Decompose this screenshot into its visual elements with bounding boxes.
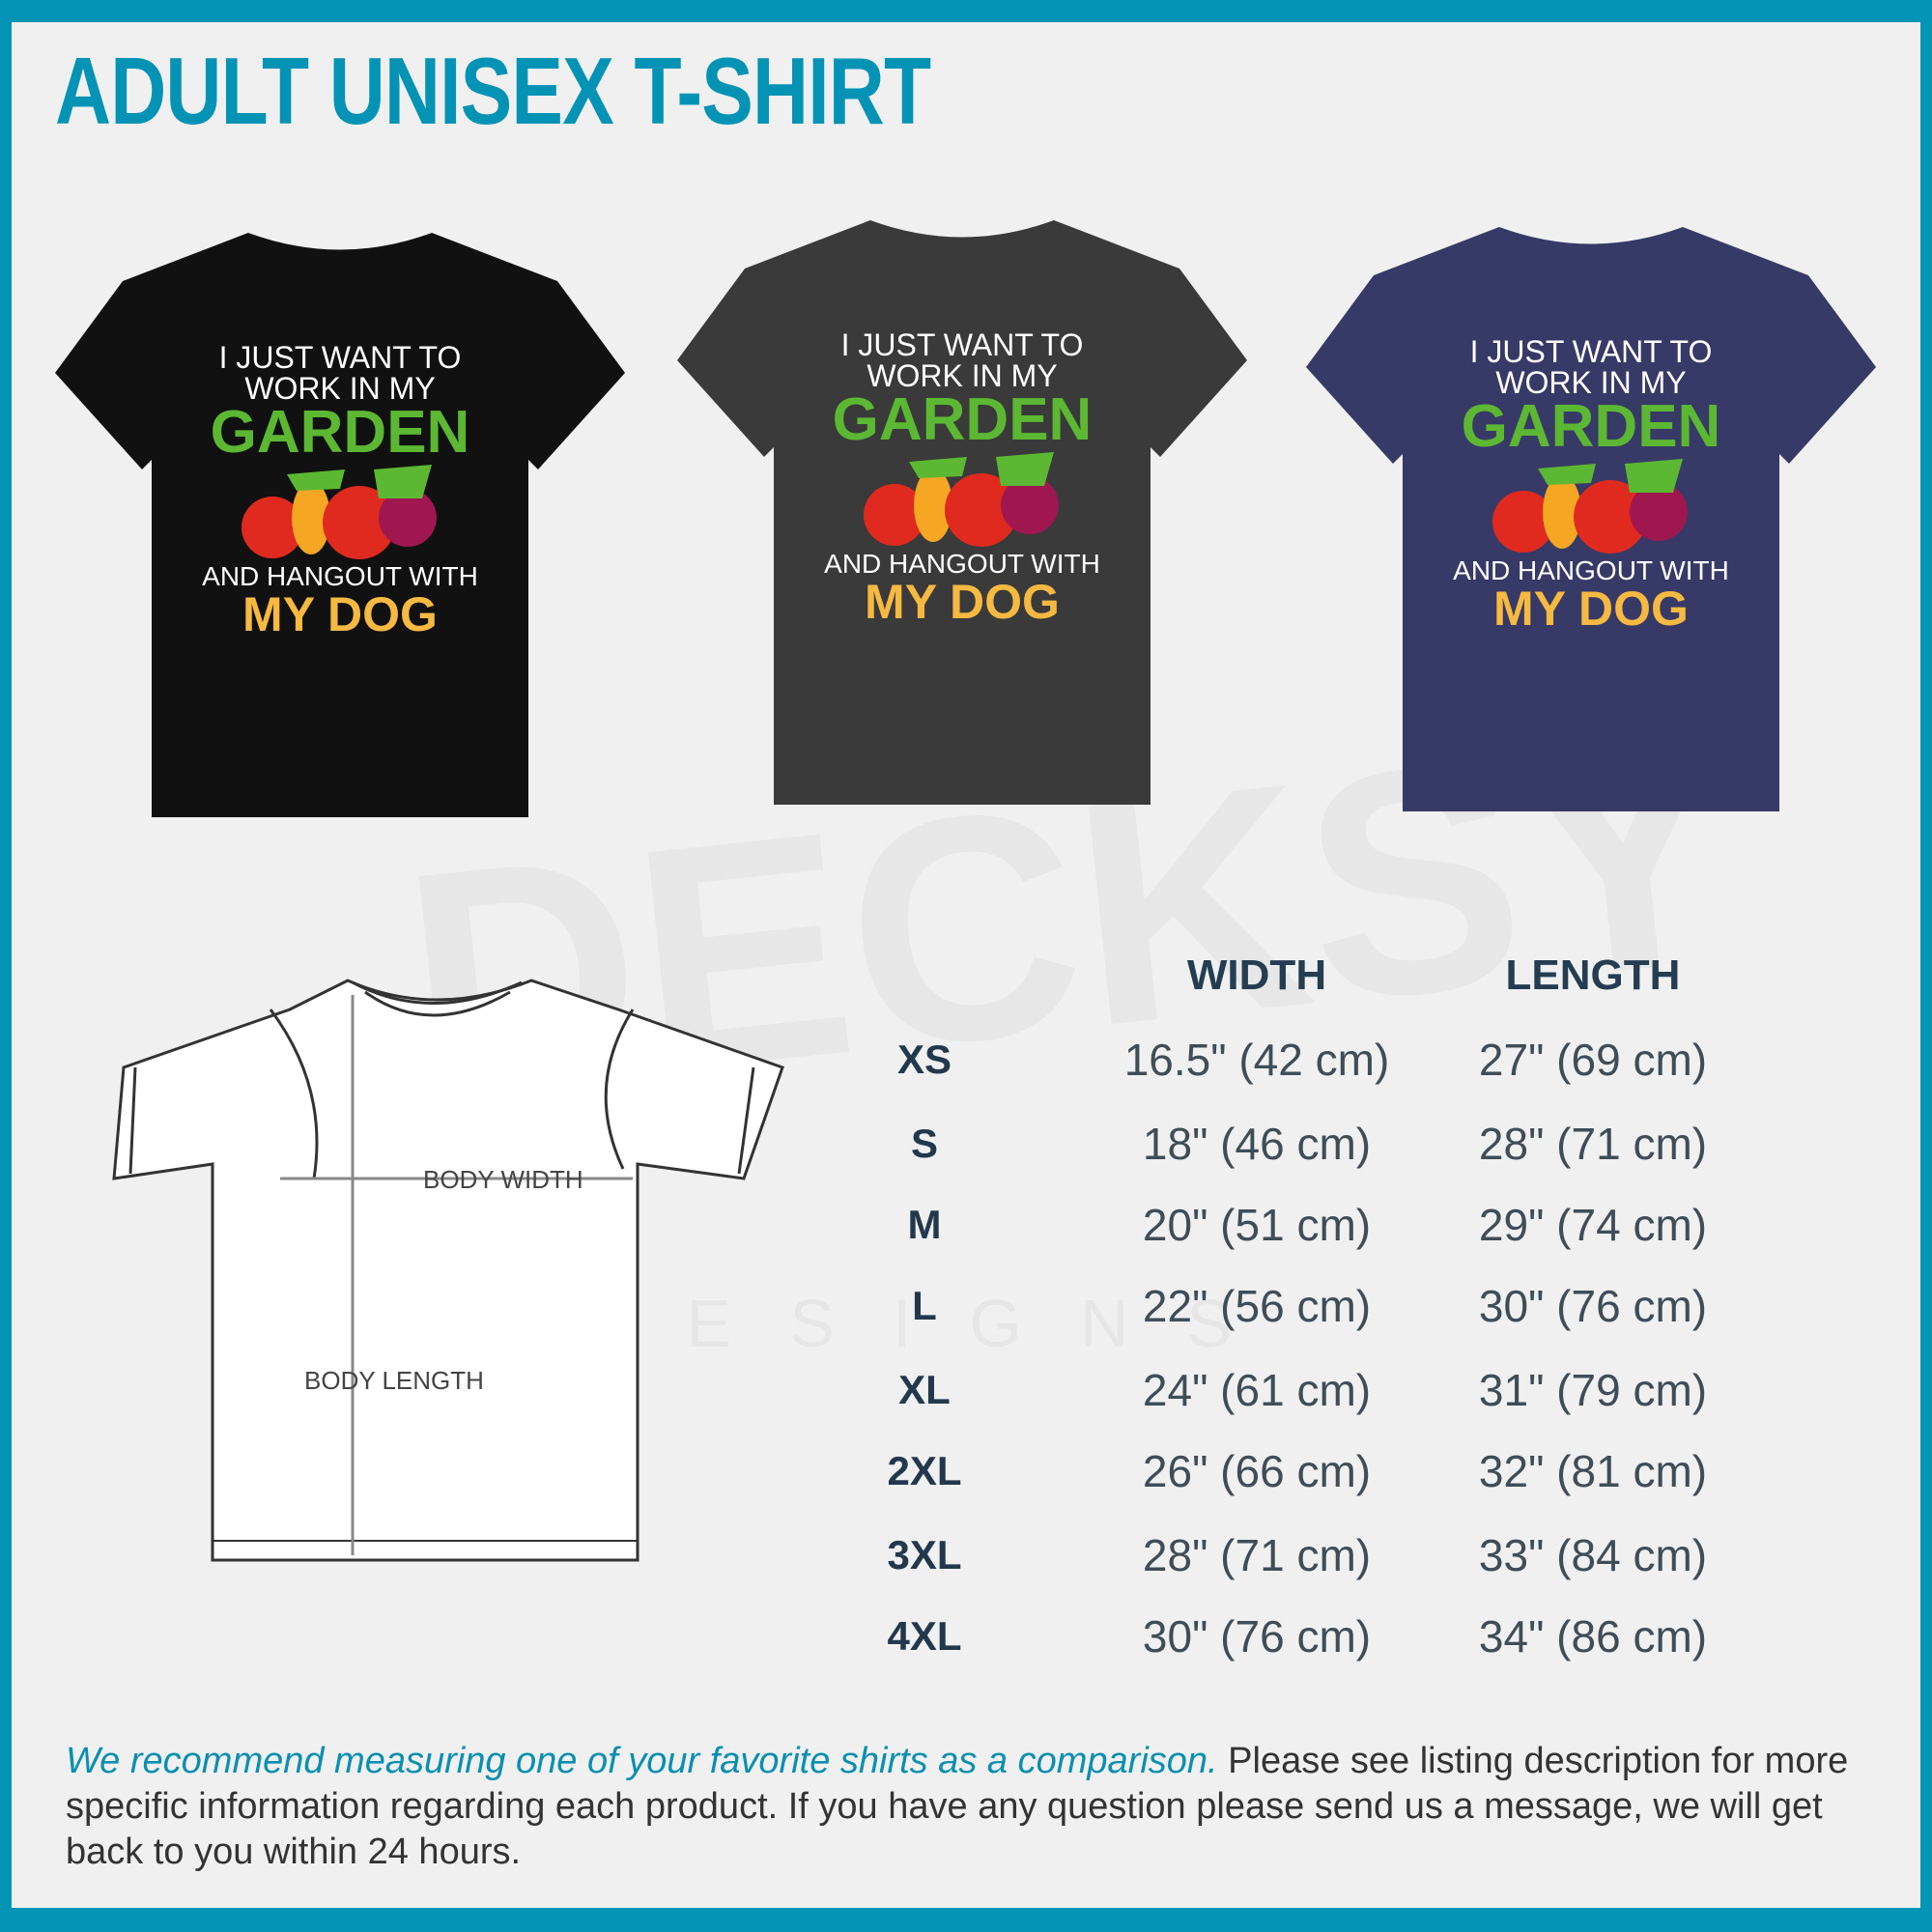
width-cell: 18" (46 cm) xyxy=(1142,1119,1372,1169)
width-cell: 16.5" (42 cm) xyxy=(1123,1035,1390,1085)
page-title: ADULT UNISEX T-SHIRT xyxy=(55,38,931,144)
print-line: AND HANGOUT WITH xyxy=(824,549,1100,579)
length-cell: 33" (84 cm) xyxy=(1478,1530,1708,1580)
print-line: WORK IN MY xyxy=(244,371,435,406)
size-cell: M xyxy=(907,1202,942,1247)
length-cell: 34" (86 cm) xyxy=(1478,1611,1708,1662)
header-width: WIDTH xyxy=(1186,952,1327,999)
print-line: AND HANGOUT WITH xyxy=(202,561,478,591)
length-cell: 30" (76 cm) xyxy=(1478,1281,1708,1331)
print-line: WORK IN MY xyxy=(1495,365,1686,400)
print-line: I JUST WANT TO xyxy=(1470,334,1713,369)
print-line: AND HANGOUT WITH xyxy=(1453,555,1729,585)
size-cell: S xyxy=(910,1121,939,1166)
print-garden: GARDEN xyxy=(1462,393,1721,460)
width-cell: 28" (71 cm) xyxy=(1142,1530,1372,1580)
print-dog: MY DOG xyxy=(865,575,1060,629)
print-garden: GARDEN xyxy=(833,386,1093,453)
body-width-label: BODY WIDTH xyxy=(423,1165,583,1194)
width-cell: 20" (51 cm) xyxy=(1142,1200,1372,1250)
width-cell: 30" (76 cm) xyxy=(1142,1611,1372,1662)
length-cell: 28" (71 cm) xyxy=(1478,1119,1708,1169)
body-length-label: BODY LENGTH xyxy=(304,1366,484,1395)
size-cell: 4XL xyxy=(887,1613,962,1659)
vegetables-graphic xyxy=(1492,459,1688,554)
size-cell: L xyxy=(912,1283,937,1328)
shirt-3: I JUST WANT TO WORK IN MY GARDEN AND HAN… xyxy=(1306,222,1876,821)
print-dog: MY DOG xyxy=(1493,582,1689,636)
width-cell: 26" (66 cm) xyxy=(1142,1446,1372,1496)
shirt-measurement-diagram: BODY WIDTH BODY LENGTH xyxy=(111,971,787,1579)
print-line: WORK IN MY xyxy=(867,358,1057,393)
length-cell: 29" (74 cm) xyxy=(1478,1200,1708,1250)
length-cell: 32" (81 cm) xyxy=(1478,1446,1708,1496)
width-cell: 24" (61 cm) xyxy=(1142,1365,1372,1415)
length-cell: 27" (69 cm) xyxy=(1478,1035,1708,1085)
print-line: I JUST WANT TO xyxy=(841,327,1084,362)
size-cell: XL xyxy=(898,1367,951,1412)
size-cell: XS xyxy=(896,1037,952,1082)
length-cell: 31" (79 cm) xyxy=(1478,1365,1708,1415)
vegetables-graphic xyxy=(864,452,1059,547)
width-cell: 22" (56 cm) xyxy=(1142,1281,1372,1331)
header-length: LENGTH xyxy=(1505,952,1681,999)
footer-body: Please see listing description for more … xyxy=(66,1741,1849,1872)
print-dog: MY DOG xyxy=(242,587,438,641)
footer-note: We recommend measuring one of your favor… xyxy=(66,1739,1862,1875)
print-line: I JUST WANT TO xyxy=(219,340,462,375)
size-cell: 2XL xyxy=(887,1448,962,1493)
size-cell: 3XL xyxy=(887,1532,962,1577)
watermark-sub: DESIGNS xyxy=(580,1285,1290,1362)
shirt-2: I JUST WANT TO WORK IN MY GARDEN AND HAN… xyxy=(677,215,1247,814)
shirt-1: I JUST WANT TO WORK IN MY GARDEN AND HAN… xyxy=(55,228,625,827)
vegetables-graphic xyxy=(242,465,437,559)
print-garden: GARDEN xyxy=(211,399,470,466)
footer-highlight: We recommend measuring one of your favor… xyxy=(66,1741,1218,1781)
